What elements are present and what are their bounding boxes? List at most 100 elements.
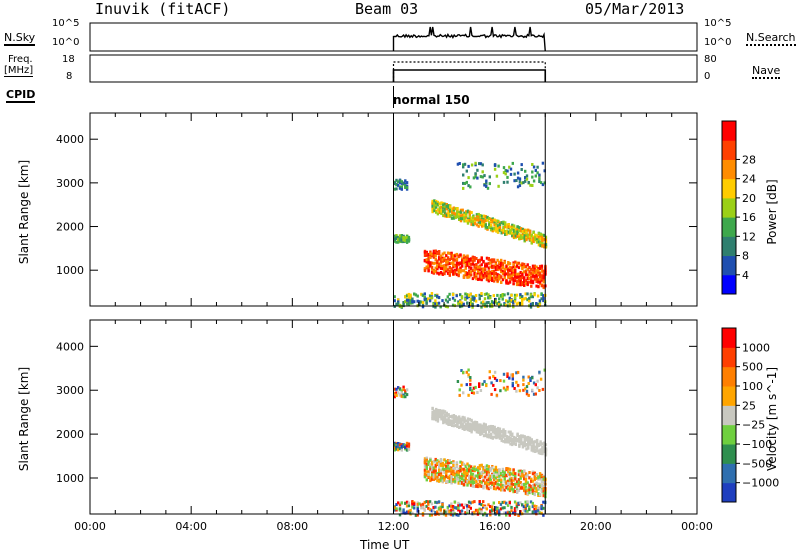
data-cell	[489, 481, 492, 485]
data-cell	[470, 389, 474, 393]
data-cell	[503, 473, 506, 476]
data-cell	[472, 391, 476, 395]
data-cell	[525, 174, 529, 178]
data-cell	[480, 484, 483, 488]
data-cell	[485, 467, 489, 471]
data-cell	[486, 435, 489, 439]
data-cell	[533, 267, 536, 271]
data-cell	[512, 473, 515, 476]
data-cell	[414, 513, 418, 517]
data-cell	[510, 487, 513, 491]
data-cell	[528, 440, 532, 444]
data-cell	[513, 509, 517, 513]
data-cell	[442, 415, 445, 419]
data-cell	[432, 509, 435, 513]
data-cell	[466, 462, 469, 466]
data-cell	[482, 479, 485, 483]
data-cell	[436, 475, 439, 479]
data-cell	[536, 171, 539, 175]
data-cell	[448, 477, 451, 480]
colorbar-swatch	[722, 347, 736, 368]
data-cell	[534, 445, 537, 449]
data-cell	[508, 376, 511, 380]
data-cell	[435, 417, 438, 421]
data-cell	[420, 300, 423, 304]
data-cell	[516, 432, 519, 436]
data-cell	[526, 276, 529, 280]
data-cell	[456, 162, 460, 166]
data-cell	[462, 506, 465, 510]
data-cell	[431, 204, 434, 208]
data-cell	[485, 256, 489, 260]
data-cell	[498, 474, 501, 478]
data-cell	[485, 464, 489, 468]
data-cell	[484, 223, 487, 227]
data-cell	[498, 275, 501, 278]
data-cell	[395, 302, 398, 306]
data-cell	[438, 210, 441, 214]
data-cell	[524, 472, 528, 476]
data-cell	[459, 423, 463, 427]
data-cell	[462, 302, 465, 306]
data-cell	[468, 424, 471, 428]
data-cell	[494, 297, 497, 301]
data-cell	[432, 506, 435, 509]
data-cell	[517, 489, 521, 492]
data-cell	[525, 230, 528, 234]
data-cell	[510, 271, 513, 275]
colorbar-tick-label: 24	[742, 173, 756, 186]
data-cell	[517, 301, 520, 305]
data-cell	[455, 473, 459, 477]
data-cell	[513, 296, 517, 299]
data-cell	[405, 504, 409, 508]
data-cell	[457, 473, 460, 477]
data-cell	[469, 382, 472, 386]
data-cell	[480, 480, 483, 484]
data-cell	[402, 301, 405, 305]
data-cell	[540, 480, 544, 484]
data-cell	[459, 509, 462, 513]
data-cell	[434, 472, 437, 476]
data-cell	[531, 274, 535, 278]
data-cell	[428, 294, 432, 298]
data-cell	[510, 509, 513, 513]
data-cell	[526, 267, 529, 271]
data-cell	[439, 505, 442, 509]
data-cell	[402, 395, 405, 399]
data-cell	[536, 506, 540, 510]
data-cell	[464, 465, 467, 468]
colorbar-tick-label: 100	[742, 380, 763, 393]
data-cell	[525, 436, 528, 440]
data-cell	[450, 216, 454, 220]
data-cell	[503, 303, 506, 307]
data-cell	[496, 428, 500, 431]
data-cell	[505, 303, 508, 307]
data-cell	[521, 227, 525, 231]
data-cell	[511, 439, 514, 443]
data-cell	[523, 435, 526, 439]
data-cell	[491, 466, 494, 470]
data-cell	[519, 476, 522, 480]
data-cell	[493, 163, 497, 167]
data-cell	[436, 271, 439, 275]
data-cell	[472, 223, 475, 227]
data-cell	[537, 476, 540, 480]
data-cell	[459, 217, 463, 221]
data-cell	[481, 224, 484, 228]
data-cell	[466, 479, 469, 483]
data-cell	[491, 481, 494, 485]
data-cell	[439, 471, 443, 475]
data-cell	[524, 475, 528, 479]
data-cell	[445, 213, 448, 217]
data-cell	[485, 264, 489, 268]
data-cell	[495, 225, 498, 229]
data-cell	[477, 469, 480, 473]
data-cell	[448, 262, 451, 266]
data-cell	[510, 505, 513, 509]
data-cell	[512, 273, 515, 277]
data-cell	[521, 295, 524, 298]
data-cell	[523, 482, 526, 486]
data-cell	[516, 438, 519, 442]
data-cell	[468, 422, 471, 426]
data-cell	[479, 423, 482, 427]
